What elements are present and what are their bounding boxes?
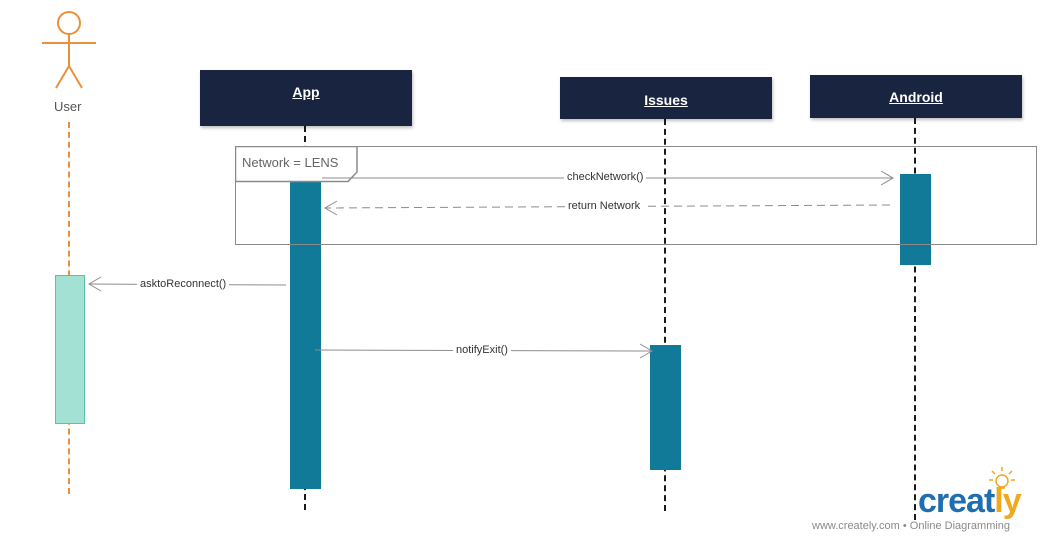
combined-fragment[interactable]: Network = LENS [235, 146, 1037, 245]
participant-label: Android [889, 88, 943, 105]
message-label-notify-exit: notifyExit() [453, 344, 511, 356]
lifeline-android [914, 118, 916, 520]
lifeline-issues [664, 119, 666, 511]
message-arrow-return-network [324, 200, 891, 216]
logo-text-main: creat [918, 482, 995, 520]
participant-label: Issues [644, 92, 688, 108]
lightbulb-icon [989, 467, 1015, 489]
participant-label: App [292, 84, 320, 100]
message-label-check-network: checkNetwork() [564, 171, 647, 183]
fragment-label: Network = LENS [242, 155, 339, 170]
activation-android[interactable] [900, 174, 931, 265]
activation-issues[interactable] [650, 345, 681, 470]
participant-app[interactable]: App [200, 70, 412, 126]
participant-issues[interactable]: Issues [560, 77, 772, 119]
logo-text-end: ly [994, 482, 1021, 520]
creately-logo[interactable]: creatly [918, 482, 1022, 521]
participant-android[interactable]: Android [810, 75, 1022, 118]
fragment-label-clip: Network = LENS [242, 155, 342, 173]
activation-user[interactable] [55, 275, 85, 424]
fragment-tag-shape [235, 146, 358, 183]
message-label-return-network: return Network [565, 200, 644, 212]
actor-label: User [54, 99, 82, 114]
message-label-ask-to-reconnect: asktoReconnect() [137, 278, 230, 290]
stick-figure-icon[interactable] [38, 8, 100, 93]
activation-app[interactable] [290, 180, 321, 489]
creately-tagline[interactable]: www.creately.com • Online Diagramming [812, 520, 1011, 532]
